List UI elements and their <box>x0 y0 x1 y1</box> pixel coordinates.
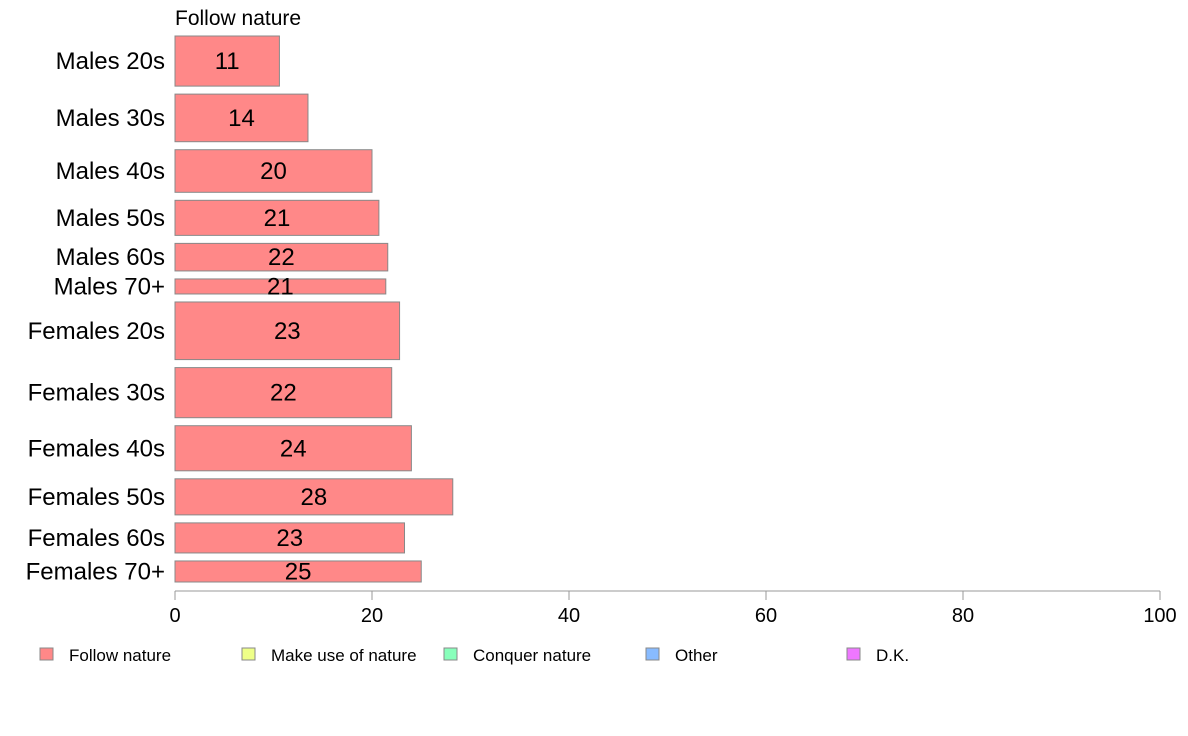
category-label: Females 60s <box>28 525 165 552</box>
bar <box>174 35 280 87</box>
data-label: 28 <box>301 484 328 511</box>
x-tick-label: 100 <box>1143 605 1176 627</box>
data-label: 24 <box>280 435 307 462</box>
legend-label: Conquer nature <box>473 646 591 665</box>
category-label: Females 30s <box>28 380 165 407</box>
data-label: 22 <box>270 380 297 407</box>
category-label: Females 20s <box>28 318 165 345</box>
x-tick-label: 80 <box>952 605 974 627</box>
legend-swatch <box>846 647 861 661</box>
legend-label: Make use of nature <box>271 646 417 665</box>
bar <box>174 367 393 419</box>
x-tick-label: 60 <box>755 605 777 627</box>
legend-swatch <box>443 647 458 661</box>
x-tick-label: 20 <box>361 605 383 627</box>
category-label: Males 20s <box>56 48 165 75</box>
category-label: Males 50s <box>56 205 165 232</box>
data-label: 20 <box>260 158 287 185</box>
legend-swatch <box>39 647 54 661</box>
legend-swatch <box>241 647 256 661</box>
legend-label: Other <box>675 646 718 665</box>
bar <box>174 301 401 361</box>
category-label: Males 60s <box>56 244 165 271</box>
legend-label: Follow nature <box>69 646 171 665</box>
bar <box>174 149 373 193</box>
bar <box>174 199 380 236</box>
x-tick-label: 0 <box>169 605 180 627</box>
bar <box>174 425 412 472</box>
data-label: 11 <box>215 48 240 75</box>
data-label: 23 <box>274 318 301 345</box>
category-label: Males 30s <box>56 105 165 132</box>
bar <box>174 278 387 295</box>
data-label: 23 <box>276 525 303 552</box>
legend-swatch <box>645 647 660 661</box>
bar <box>174 93 309 143</box>
category-label: Males 40s <box>56 158 165 185</box>
data-label: 22 <box>268 244 295 271</box>
x-axis: 0 20 40 60 80 100 <box>169 590 1177 627</box>
data-label: 21 <box>267 273 294 300</box>
data-label: 25 <box>285 558 312 585</box>
category-label: Females 70+ <box>26 558 165 585</box>
data-label: 21 <box>264 205 291 232</box>
bar <box>174 478 454 516</box>
legend: Follow nature Make use of nature Conquer n… <box>39 646 909 665</box>
category-label: Females 50s <box>28 484 165 511</box>
bars-group: Males 20s 11 Males 30s 14 Males 40s 20 Males 5… <box>26 35 454 585</box>
category-label: Males 70+ <box>54 273 165 300</box>
category-label: Females 40s <box>28 435 165 462</box>
legend-label: D.K. <box>876 646 909 665</box>
data-label: 14 <box>228 105 255 132</box>
bar <box>174 560 422 583</box>
bar <box>174 242 389 272</box>
x-tick-label: 40 <box>558 605 580 627</box>
bar <box>174 522 406 554</box>
panel-title: Follow nature <box>175 7 301 30</box>
